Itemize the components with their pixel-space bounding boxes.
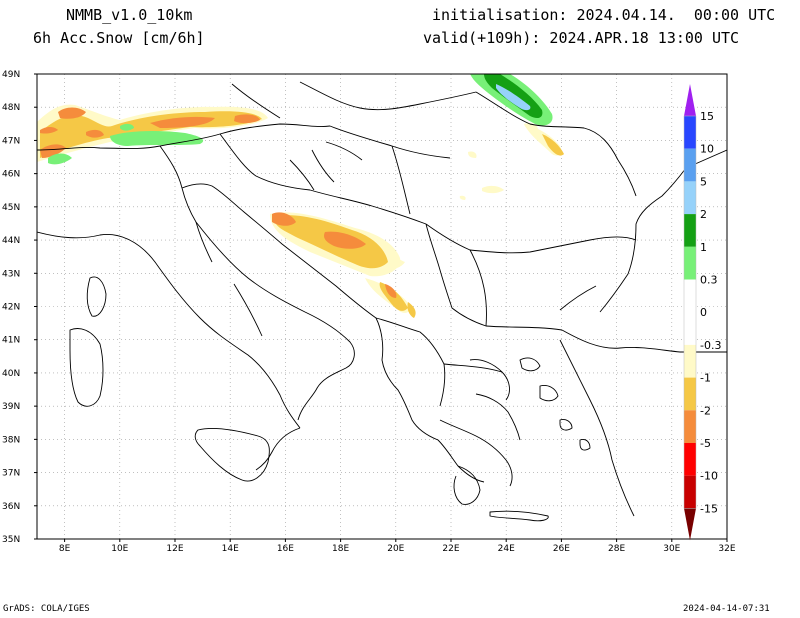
field-title: 6h Acc.Snow [cm/6h]	[33, 29, 205, 47]
lat-label: 38N	[2, 435, 20, 445]
colorbar-swatch	[684, 148, 696, 182]
lat-label: 35N	[2, 535, 20, 545]
lon-label: 14E	[222, 544, 239, 554]
lat-label: 39N	[2, 402, 20, 412]
colorbar-label: -2	[700, 404, 711, 417]
colorbar-label: -5	[700, 437, 711, 450]
colorbar-label: 0	[700, 306, 707, 319]
colorbar-swatch	[684, 116, 696, 149]
lat-label: 41N	[2, 336, 20, 346]
colorbar-bottom-arrow	[684, 508, 696, 541]
colorbar-swatch	[684, 443, 696, 476]
latitude-axis: 49N 48N 47N 46N 45N 44N 43N 42N 41N 40N 39N 38N 37N 3…	[2, 70, 37, 545]
lon-label: 10E	[111, 544, 128, 554]
lat-label: 44N	[2, 236, 20, 246]
lon-label: 22E	[442, 544, 459, 554]
snow-shading	[37, 74, 564, 318]
lon-label: 24E	[498, 544, 515, 554]
lat-label: 36N	[2, 502, 20, 512]
footer-credit: GrADS: COLA/IGES	[3, 604, 90, 614]
lat-label: 49N	[2, 70, 20, 80]
init-time: initialisation: 2024.04.14. 00:00 UTC	[432, 6, 776, 24]
longitude-axis: 8E 10E 12E 14E 16E 18E 20E 22E 24E 26E 28E 30E 32E	[59, 539, 736, 554]
colorbar-swatch	[684, 475, 696, 509]
colorbar-swatch	[684, 377, 696, 411]
valid-time: valid(+109h): 2024.APR.18 13:00 UTC	[423, 29, 740, 47]
lat-label: 46N	[2, 170, 20, 180]
lon-label: 26E	[553, 544, 570, 554]
colorbar-top-arrow	[684, 84, 696, 116]
lat-label: 45N	[2, 203, 20, 213]
lon-label: 16E	[277, 544, 294, 554]
colorbar-swatch	[684, 214, 696, 247]
lat-label: 37N	[2, 469, 20, 479]
colorbar-label: -0.3	[700, 339, 721, 352]
lon-label: 18E	[332, 544, 349, 554]
lon-label: 28E	[608, 544, 625, 554]
footer-timestamp: 2024-04-14-07:31	[683, 604, 770, 614]
colorbar-label: 2	[700, 208, 707, 221]
colorbar-label: 15	[700, 110, 714, 123]
lon-label: 12E	[166, 544, 183, 554]
lat-label: 40N	[2, 369, 20, 379]
colorbar-label: 5	[700, 175, 707, 188]
colorbar-swatch	[684, 246, 696, 280]
coastlines-borders	[37, 81, 727, 522]
colorbar-label: -10	[700, 470, 718, 483]
colorbar: 15 10 5 2 1 0.3 0 -0.3 -1 -2 -5 -10 -15	[683, 84, 721, 541]
colorbar-swatch	[684, 279, 696, 313]
lon-label: 32E	[718, 544, 735, 554]
lat-label: 47N	[2, 136, 20, 146]
lon-label: 20E	[387, 544, 404, 554]
lat-label: 43N	[2, 269, 20, 279]
colorbar-label: -15	[700, 502, 718, 515]
colorbar-swatch	[684, 344, 696, 378]
lat-label: 42N	[2, 303, 20, 313]
colorbar-swatch	[684, 410, 696, 443]
colorbar-swatch	[684, 312, 696, 345]
colorbar-label: 1	[700, 241, 707, 254]
colorbar-label: -1	[700, 372, 711, 385]
colorbar-label: 10	[700, 143, 714, 156]
lon-label: 30E	[663, 544, 680, 554]
lat-label: 48N	[2, 103, 20, 113]
colorbar-label: 0.3	[700, 274, 718, 287]
lon-label: 8E	[59, 544, 71, 554]
model-title: NMMB_v1.0_10km	[66, 6, 193, 24]
colorbar-swatch	[684, 181, 696, 215]
